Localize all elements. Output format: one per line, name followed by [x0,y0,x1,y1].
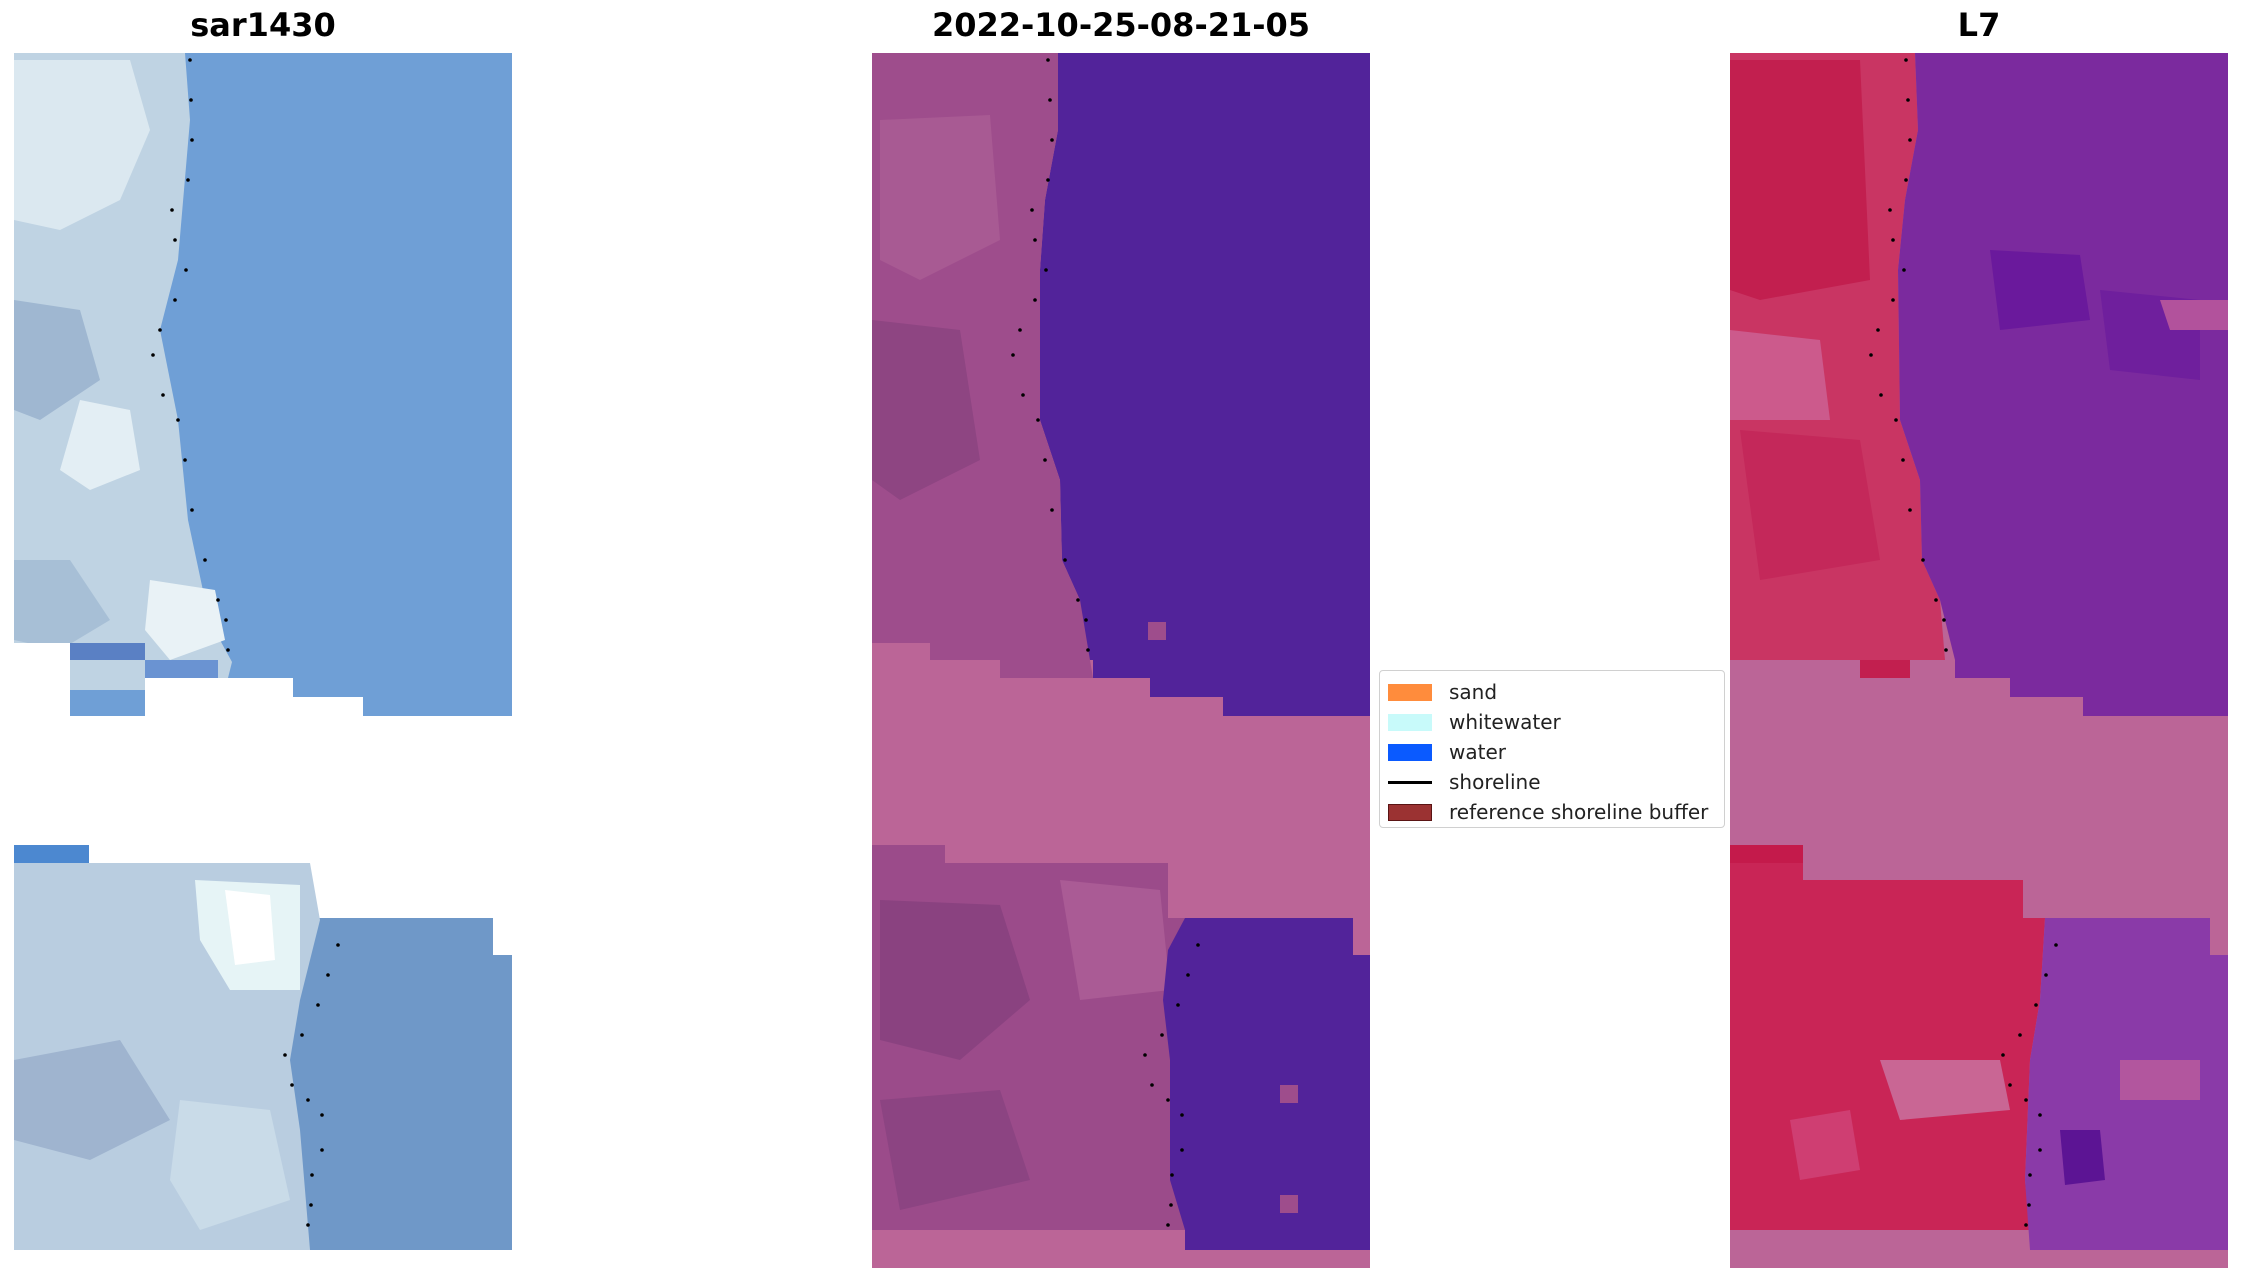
left-panel-title: sar1430 [190,6,336,44]
right-panel-title: L7 [1957,6,2001,44]
legend-label: sand [1449,680,1498,704]
index-shoreline-points [1869,58,2058,1227]
middle-panel-title: 2022-10-25-08-21-05 [931,6,1311,44]
rgb-image-upper [14,53,512,716]
legend-item-reference-buffer: reference shoreline buffer [1388,797,1716,827]
shoreline-line-swatch [1388,780,1432,784]
whitewater-swatch [1388,713,1432,731]
index-image [1730,53,2228,1268]
legend-item-whitewater: whitewater [1388,707,1716,737]
sand-swatch [1388,683,1432,701]
legend-item-sand: sand [1388,677,1716,707]
rgb-image-lower [14,845,512,1250]
legend: sand whitewater water shoreline referenc… [1379,670,1725,828]
water-swatch [1388,743,1432,761]
legend-item-shoreline: shoreline [1388,767,1716,797]
reference-buffer-swatch [1388,803,1432,821]
legend-label: reference shoreline buffer [1449,800,1709,824]
legend-label: water [1449,740,1506,764]
classified-shoreline-points [1011,58,1200,1227]
legend-label: whitewater [1449,710,1561,734]
legend-item-water: water [1388,737,1716,767]
classified-image [872,53,1370,1268]
rgb-shoreline-points [151,58,340,1227]
legend-label: shoreline [1449,770,1541,794]
